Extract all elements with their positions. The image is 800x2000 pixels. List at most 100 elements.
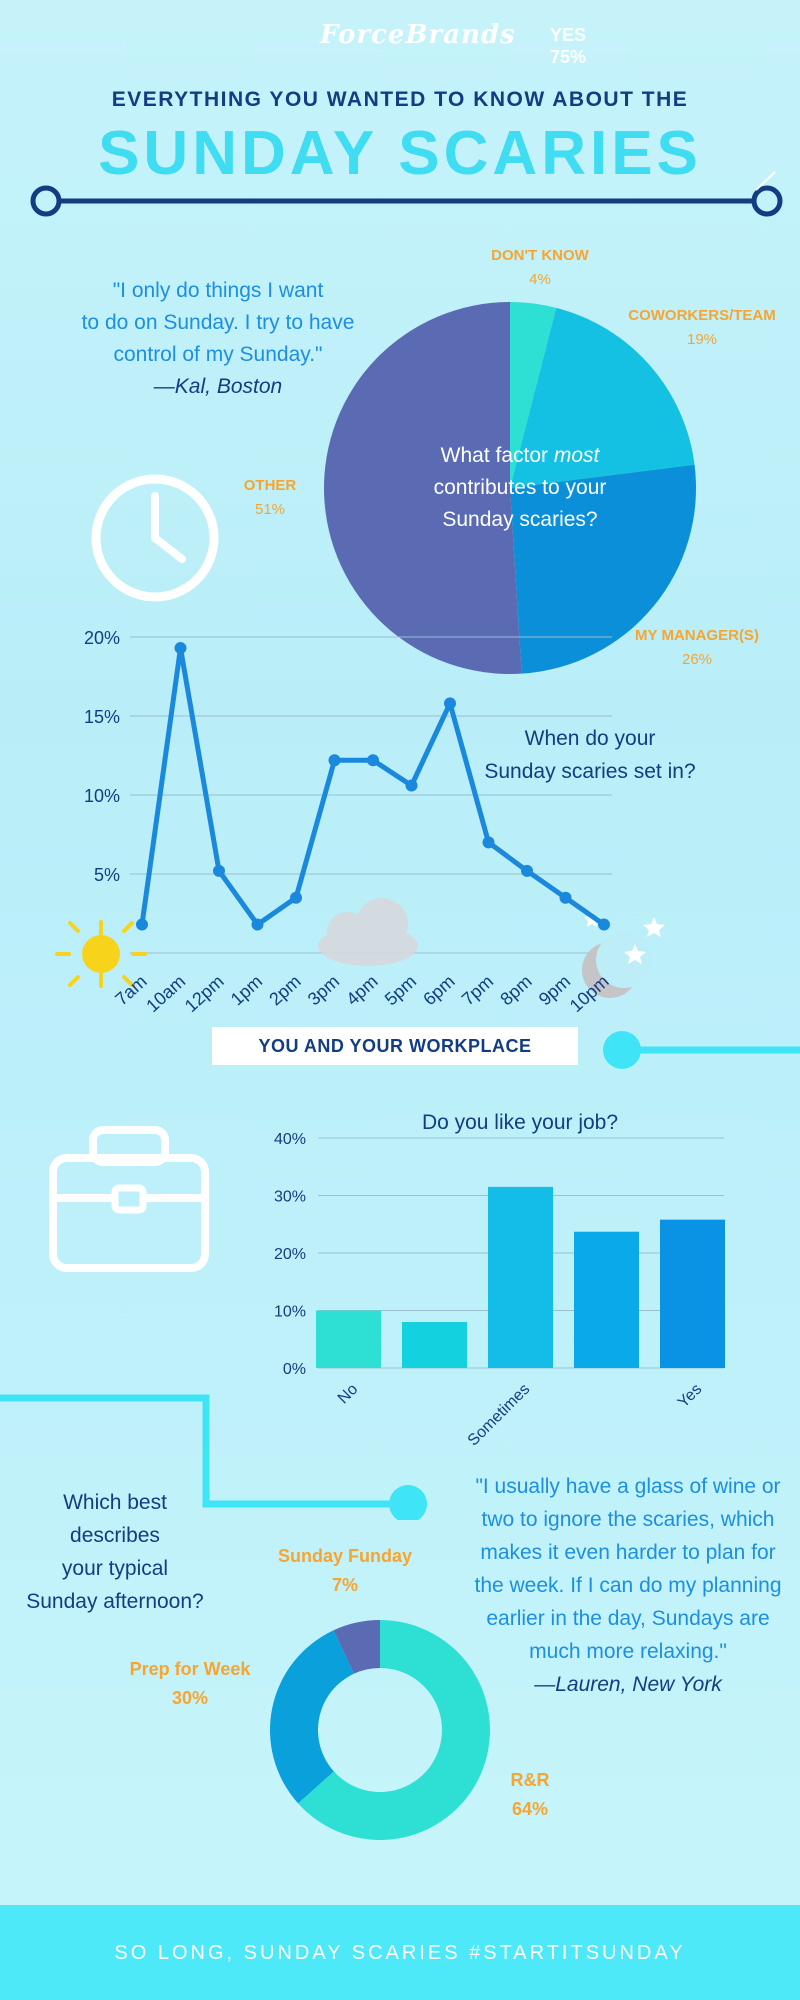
line-point — [521, 864, 533, 877]
line-y-tick-label: 5% — [94, 865, 120, 885]
bar-x-tick-label: Yes — [675, 1381, 705, 1411]
title-rule — [30, 171, 783, 217]
line-x-tick-label: 12pm — [181, 971, 228, 1016]
line-y-tick-label: 20% — [84, 628, 120, 648]
donut-slice-0 — [298, 1620, 491, 1840]
donut-question-line-3: your typical — [61, 1557, 169, 1580]
quote-lauren-line-2: two to ignore the scaries, which — [481, 1508, 775, 1531]
pie-label-manager: MY MANAGER(S) 26% — [612, 624, 782, 672]
pie-label-manager-value: 26% — [681, 651, 713, 668]
bar-y-tick-label: 20% — [274, 1246, 306, 1263]
quote-kal: "I only do things I want to do on Sunday… — [48, 275, 388, 403]
footer-band — [0, 1905, 800, 2000]
donut-label-funday: Sunday Funday 7% — [260, 1542, 430, 1600]
pre-title: EVERYTHING YOU WANTED TO KNOW ABOUT THE — [111, 88, 689, 111]
quote-kal-author: —Kal, Boston — [153, 375, 283, 398]
bar-question: Do you like your job? — [421, 1111, 619, 1134]
pie-label-dont-know-name: DON'T KNOW — [491, 247, 589, 264]
quote-kal-line-2: to do on Sunday. I try to have — [81, 311, 355, 334]
bar-4 — [660, 1219, 725, 1368]
bar-y-tick-label: 0% — [283, 1361, 306, 1378]
header-stat: YES 75% — [550, 24, 586, 68]
donut-label-prep: Prep for Week 30% — [110, 1655, 270, 1713]
line-question: When do your Sunday scaries set in? — [470, 722, 710, 788]
donut-question-line-2: describes — [70, 1524, 160, 1547]
donut-question-line-4: Sunday afternoon? — [26, 1590, 204, 1613]
line-x-tick-label: 2pm — [265, 971, 304, 1009]
pie-label-coworkers: COWORKERS/TEAM 19% — [612, 304, 792, 352]
pie-slice-0 — [510, 302, 557, 488]
banner-connector — [603, 1031, 800, 1069]
line-y-tick-label: 15% — [84, 707, 120, 727]
star-icon — [643, 917, 665, 937]
donut-label-rr: R&R 64% — [490, 1766, 570, 1824]
header-stat-value: 75% — [550, 47, 587, 67]
donut-slice-1 — [270, 1630, 354, 1804]
brand-logo: ForceBrands — [320, 20, 516, 50]
donut-question: Which best describes your typical Sunday… — [20, 1486, 210, 1618]
section-banner: YOU AND YOUR WORKPLACE — [212, 1027, 578, 1065]
donut-label-funday-value: 7% — [331, 1575, 358, 1595]
quote-lauren-line-4: the week. If I can do my planning — [474, 1574, 782, 1597]
donut-label-prep-value: 30% — [171, 1688, 209, 1708]
moon-icon — [582, 932, 652, 998]
line-point — [405, 779, 418, 792]
line-x-tick-label: 5pm — [381, 971, 420, 1009]
title-rule-right-ring — [751, 185, 783, 217]
line-x-tick-label: 8pm — [496, 971, 535, 1009]
line-point — [213, 864, 225, 877]
pie-label-dont-know: DON'T KNOW 4% — [470, 244, 610, 292]
line-point — [482, 836, 495, 849]
line-point — [598, 918, 610, 931]
line-point — [251, 918, 264, 931]
line-point — [444, 697, 456, 710]
donut-label-rr-name: R&R — [510, 1770, 550, 1790]
pie-label-coworkers-name: COWORKERS/TEAM — [628, 307, 776, 324]
bar-y-tick-label: 10% — [274, 1304, 306, 1321]
page-title: SUNDAY SCARIES — [98, 119, 702, 188]
bar-chart: 0%10%20%30%40% No Sometimes Yes — [274, 1131, 725, 1450]
line-point — [367, 754, 379, 767]
line-x-tick-label: 6pm — [419, 971, 458, 1009]
pie-question: What factor most contributes to your Sun… — [400, 440, 640, 536]
pie-question-pre: What factor — [440, 444, 554, 467]
donut-slice-2 — [333, 1620, 380, 1674]
quote-kal-line-1: "I only do things I want — [112, 279, 324, 302]
bar-1 — [402, 1322, 467, 1368]
line-y-tick-label: 10% — [84, 786, 120, 806]
donut-label-rr-value: 64% — [511, 1799, 549, 1819]
title-rule-sparkle — [755, 171, 776, 191]
donut-chart — [270, 1620, 491, 1840]
pie-label-dont-know-value: 4% — [529, 271, 551, 288]
pie-label-coworkers-value: 19% — [686, 331, 718, 348]
line-point — [174, 642, 187, 655]
bar-0 — [316, 1310, 381, 1368]
bar-x-tick-label: Sometimes — [465, 1381, 534, 1450]
line-point — [290, 891, 302, 904]
bar-y-tick-label: 40% — [274, 1131, 306, 1148]
line-point — [136, 918, 148, 931]
star-icon — [624, 944, 646, 964]
title-rule-left-ring — [30, 185, 62, 217]
bar-2 — [488, 1186, 553, 1368]
bar-y-tick-label: 30% — [274, 1189, 306, 1206]
quote-lauren-line-6: much more relaxing." — [529, 1640, 727, 1663]
pie-label-other: OTHER 51% — [220, 474, 320, 522]
clock-icon — [91, 474, 219, 602]
quote-lauren-line-5: earlier in the day, Sundays are — [486, 1607, 770, 1630]
quote-lauren-line-1: "I usually have a glass of wine or — [475, 1475, 781, 1498]
donut-question-line-1: Which best — [63, 1491, 167, 1514]
cloud-icon — [318, 898, 418, 966]
line-point — [328, 754, 341, 767]
line-x-tick-label: 7pm — [458, 971, 497, 1009]
quote-lauren-author: —Lauren, New York — [534, 1673, 722, 1696]
footer-text: SO LONG, SUNDAY SCARIES #STARTITSUNDAY — [114, 1942, 686, 1964]
pie-question-post: contributes to your Sunday scaries? — [433, 476, 607, 531]
line-x-tick-label: 4pm — [342, 971, 381, 1009]
line-x-tick-label: 10am — [142, 971, 189, 1016]
quote-lauren: "I usually have a glass of wine or two t… — [470, 1470, 786, 1701]
pie-label-other-value: 51% — [254, 501, 286, 518]
pie-label-other-name: OTHER — [243, 477, 297, 494]
pie-slice-2 — [510, 464, 696, 674]
